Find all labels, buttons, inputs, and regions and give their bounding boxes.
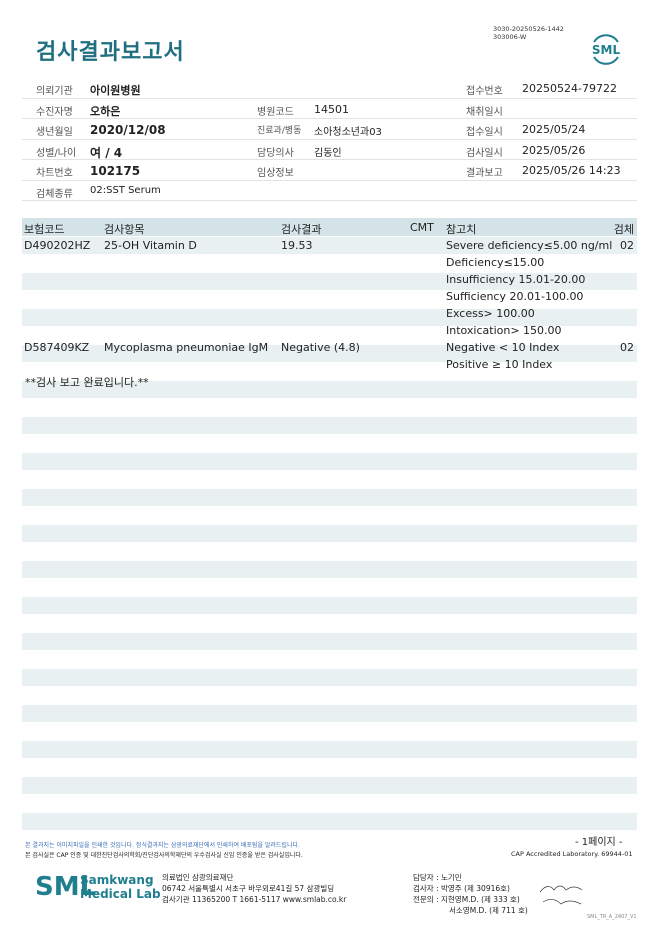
hospital-code-value: 14501 [314,102,349,116]
table-row: Insufficiency 15.01-20.00 [22,271,637,288]
cell-item: 25-OH Vitamin D [104,239,197,252]
label: 담당의사 [257,147,294,159]
cell-specimen: 02 [620,341,634,354]
chart-value: 102175 [90,164,141,178]
staff-line: 전문의 : 지현영M.D. (제 333 호) [413,895,520,904]
cell-ref: Intoxication> 150.00 [446,324,562,337]
label: 병원코드 [257,106,294,118]
label: 수진자명 [36,106,73,118]
label: 검사일시 [466,147,503,159]
notice: 본 결과지는 이미지파일을 인쇄한 것입니다. 정식결과지는 삼광의료재단에서 … [25,842,300,849]
cell-code: D490202HZ [24,239,91,252]
org-info: 의료법인 삼광의료재단 06742 서울특별시 서초구 바우뫼로41길 57 삼… [162,872,346,905]
staff-line: 검사자 : 박영주 (제 30916호) [413,884,510,893]
cell-result: 19.53 [281,239,313,252]
test-date-value: 2025/05/26 [522,143,586,157]
cap-accreditation: CAP Accredited Laboratory. 69944-01 [511,850,633,858]
table-row: D490202HZ 25-OH Vitamin D 19.53 Severe defi… [22,237,637,254]
table-row: Positive ≥ 10 Index [22,356,637,373]
table-row: Sufficiency 20.01-100.00 [22,288,637,305]
notice: 본 검사실은 CAP 인증 및 대한진단검사의학회/진단검사의학재단의 우수검사… [25,852,303,859]
cell-item: Mycoplasma pneumoniae IgM [104,341,269,354]
table-header: 보험코드 검사항목 검사결과 CMT 참고치 검체 [22,218,637,236]
cell-ref: Sufficiency 20.01-100.00 [446,290,584,303]
col-cmt: CMT [410,221,434,234]
cell-code: D587409KZ [24,341,90,354]
table-row: Excess> 100.00 [22,305,637,322]
page-number: - 1페이지 - [575,837,623,848]
label: 생년월일 [36,127,73,138]
cell-specimen: 02 [620,239,634,252]
cell-ref: Deficiency≤15.00 [446,256,545,269]
doc-id-line: 303006-W [493,33,527,41]
cell-ref: Insufficiency 15.01-20.00 [446,273,586,286]
receipt-date-value: 2025/05/24 [522,123,586,136]
lab-name: Samkwang Medical Lab [80,873,161,901]
label: 성별/나이 [36,147,77,159]
table-row: Deficiency≤15.00 [22,254,637,271]
table-row: D587409KZ Mycoplasma pneumoniae IgM Negati… [22,339,637,356]
staff-info: 담당자 : 노기민 검사자 : 박영주 (제 30916호) 전문의 : 지현영… [413,872,528,916]
cell-ref: Negative < 10 Index [446,341,560,354]
col-item: 검사항목 [104,223,145,236]
form-version: SML_TR_A_2407_V1 [587,914,637,920]
label: 결과보고 [466,168,503,179]
signature-icon [539,885,583,905]
patient-info: 의뢰기관 아이원병원 접수번호 20250524-79722 수진자명 오하은 … [22,78,637,201]
svg-text:SML: SML [592,43,621,57]
staff-line: 서소영M.D. (제 711 호) [449,906,528,915]
doc-id-line: 3030-20250526-1442 [493,25,564,33]
dept-value: 소아청소년과03 [314,127,382,138]
org-line: 검사기관 11365200 T 1661-5117 www.smlab.co.k… [162,895,347,904]
patient-value: 오하은 [90,104,121,118]
label: 접수번호 [466,86,503,97]
lab-name-line: Medical Lab [80,887,161,901]
cell-ref: Positive ≥ 10 Index [446,358,553,371]
lab-logo: SML [35,872,97,902]
doctor-value: 김동인 [314,147,342,159]
lab-name-line: Samkwang [80,873,154,887]
cell-ref: Severe deficiency≤5.00 ng/ml [446,239,613,252]
cell-result: Negative (4.8) [281,341,360,354]
label: 의뢰기관 [36,86,73,97]
cell-ref: Excess> 100.00 [446,307,535,320]
label: 진료과/병동 [257,126,302,136]
receipt-no-value: 20250524-79722 [522,82,617,95]
dob-value: 2020/12/08 [90,123,166,137]
sml-logo-icon: SML [592,34,621,65]
document-id: 3030-20250526-1442 303006-W [493,25,564,41]
col-result: 검사결과 [281,223,322,236]
table-row: Intoxication> 150.00 [22,322,637,339]
staff-line: 담당자 : 노기민 [413,873,462,882]
label: 접수일시 [466,127,503,138]
col-ref: 참고치 [446,223,477,236]
institution-value: 아이원병원 [90,84,141,97]
org-line: 의료법인 삼광의료재단 [162,873,234,882]
specimen-value: 02:SST Serum [90,184,161,196]
org-line: 06742 서울특별시 서초구 바우뫼로41길 57 삼광빌딩 [162,884,335,893]
completion-note: **검사 보고 완료입니다.** [25,376,149,389]
results-table: 보험코드 검사항목 검사결과 CMT 참고치 검체 D490202HZ 25-OH… [22,218,637,848]
label: 임상정보 [257,168,294,179]
label: 채취일시 [466,106,503,118]
label: 검체종류 [36,188,73,200]
label: 차트번호 [36,168,73,179]
col-code: 보험코드 [24,223,65,236]
col-specimen: 검체 [613,223,634,236]
sex-age-value: 여 / 4 [90,145,123,160]
report-date-value: 2025/05/26 14:23 [522,164,621,177]
page-title: 검사결과보고서 [36,40,185,65]
